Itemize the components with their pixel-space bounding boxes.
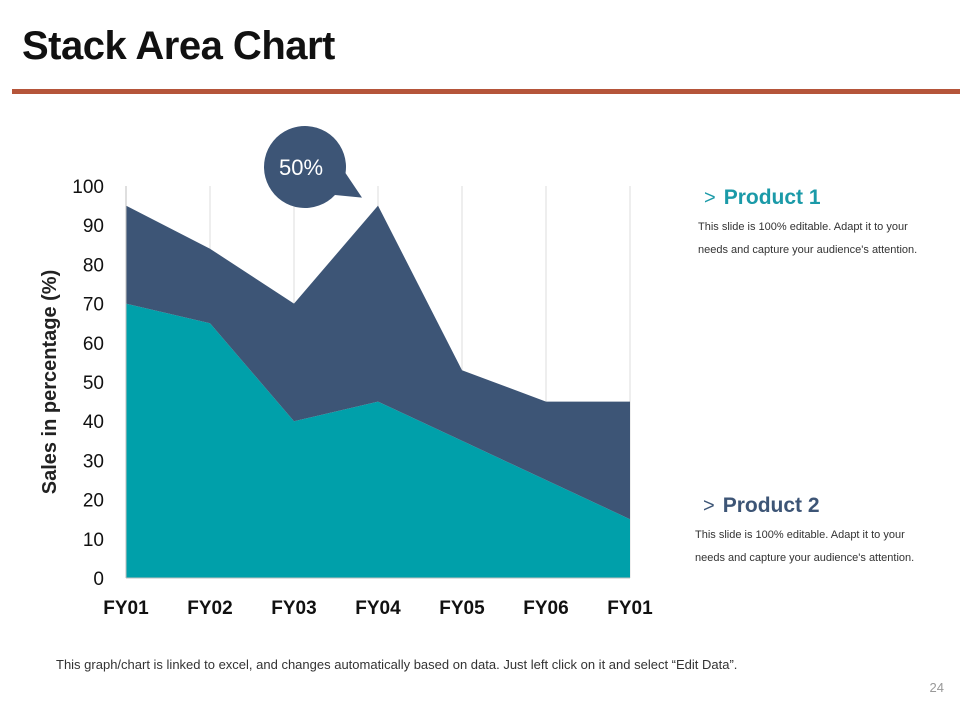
legend-product-2-heading[interactable]: > Product 2 (703, 494, 943, 518)
x-tick-label: FY02 (187, 598, 232, 619)
y-tick-label: 0 (93, 569, 104, 590)
slide-title: Stack Area Chart (22, 24, 335, 68)
legend-product-2: > Product 2 This slide is 100% editable.… (695, 494, 943, 570)
x-tick-labels: FY01 FY02 FY03 FY04 FY05 FY06 FY01 (103, 598, 653, 619)
legend-product-2-description: This slide is 100% editable. Adapt it to… (695, 529, 915, 564)
legend-product-2-label: Product 2 (722, 494, 820, 517)
y-tick-label: 70 (83, 295, 104, 316)
y-tick-label: 10 (83, 530, 104, 551)
area-series-product-1 (126, 205, 630, 520)
legend-product-1-heading[interactable]: > Product 1 (704, 186, 944, 210)
page-number: 24 (929, 680, 944, 695)
y-tick-label: 80 (83, 255, 104, 276)
value-callout: 50% (263, 125, 362, 208)
x-tick-label: FY01 (607, 598, 653, 619)
title-divider (12, 89, 960, 94)
callout-label: 50% (279, 155, 323, 180)
y-tick-label: 30 (83, 451, 104, 472)
callout-bubble (263, 125, 362, 208)
chevron-right-icon: > (704, 186, 716, 209)
chart-axes (125, 186, 630, 579)
legend-product-1-label: Product 1 (723, 186, 821, 209)
x-tick-label: FY05 (439, 598, 485, 619)
x-tick-label: FY01 (103, 598, 149, 619)
y-tick-label: 50 (83, 373, 104, 394)
footer-note: This graph/chart is linked to excel, and… (56, 657, 738, 672)
legend-product-1: > Product 1 This slide is 100% editable.… (698, 186, 944, 262)
y-tick-label: 100 (72, 177, 104, 198)
chart-areas (126, 205, 630, 578)
y-tick-labels: 0 10 20 30 40 50 60 70 80 90 100 (72, 177, 104, 590)
y-tick-label: 90 (83, 216, 104, 237)
chevron-right-icon: > (703, 494, 715, 517)
y-tick-label: 40 (83, 412, 104, 433)
legend-product-1-description: This slide is 100% editable. Adapt it to… (698, 221, 918, 256)
y-axis-label: Sales in percentage (%) (39, 270, 61, 495)
y-tick-label: 60 (83, 334, 104, 355)
x-tick-label: FY06 (523, 598, 568, 619)
x-tick-label: FY04 (355, 598, 401, 619)
x-tick-label: FY03 (271, 598, 316, 619)
y-tick-label: 20 (83, 491, 104, 512)
